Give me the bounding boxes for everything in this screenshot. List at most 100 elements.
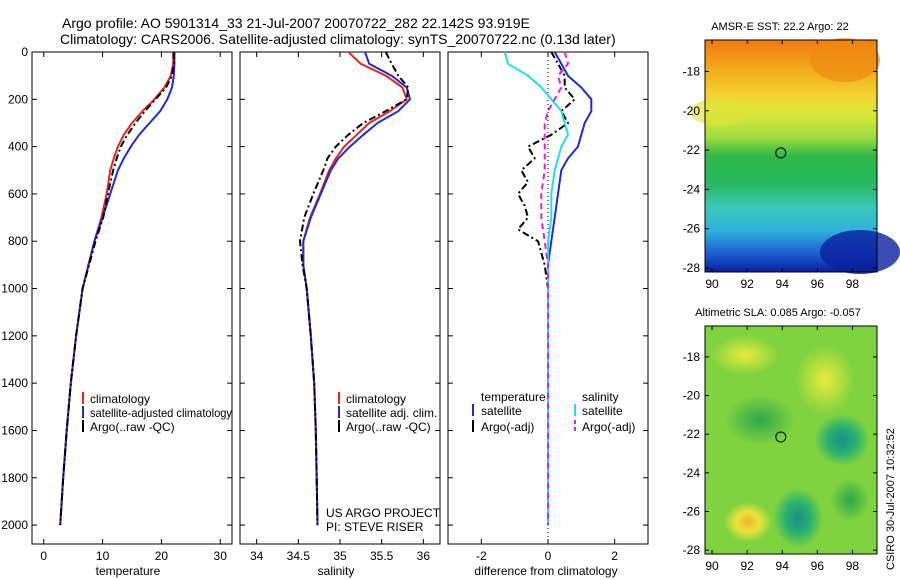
legend-header-salinity: salinity	[582, 390, 619, 404]
sla-low-patch	[814, 414, 870, 466]
map-y-tick-label: -26	[683, 504, 701, 518]
side-timestamp-label: CSIRO 30-Jul-2007 10:32:52	[885, 428, 897, 570]
x-tick-label: 35	[333, 549, 347, 563]
map-y-tick-label: -24	[683, 182, 701, 196]
sla-low-patch	[773, 488, 823, 548]
map-x-tick-label: 96	[811, 277, 825, 291]
sla-warm-patch	[724, 502, 772, 542]
map-y-tick-label: -18	[683, 350, 701, 364]
sst-map-axes: 90 92 94 96 98 -18 -20 -22 -24 -26 -28	[683, 40, 877, 291]
y-tick-label: 400	[8, 140, 28, 154]
series-line-satellite-adjusted-climatology	[59, 52, 176, 526]
sla-map	[704, 325, 878, 555]
legend-label-argo: Argo(..raw -QC)	[90, 420, 175, 434]
y-tick-label: 200	[8, 92, 28, 106]
map-x-tick-label: 92	[740, 277, 754, 291]
x-tick-label: -2	[476, 549, 487, 563]
map-y-tick-label: -28	[683, 261, 701, 275]
sla-high-patch	[795, 345, 855, 415]
series-line-argo-raw-qc-	[299, 51, 410, 526]
series-line-temperature-argo-adj-	[517, 51, 576, 526]
legend-label-sal-argo: Argo(-adj)	[582, 420, 635, 434]
difference-xlabel: difference from climatology	[474, 564, 617, 578]
x-tick-label: 34	[250, 549, 264, 563]
map-y-tick-label: -22	[683, 143, 701, 157]
y-tick-label: 1400	[1, 376, 28, 390]
argo-float-marker	[775, 431, 787, 443]
series-line-salinity-argo-adj-	[540, 51, 569, 526]
map-y-tick-label: -22	[683, 427, 701, 441]
x-tick-label: 36	[417, 549, 431, 563]
map-y-tick-label: -26	[683, 222, 701, 236]
argo-float-marker	[775, 147, 787, 159]
y-tick-label: 2000	[1, 518, 28, 532]
legend-label-argo: Argo(..raw -QC)	[346, 420, 431, 434]
sla-low-patch	[830, 478, 870, 522]
y-tick-label: 1200	[1, 329, 28, 343]
y-tick-label: 1600	[1, 423, 28, 437]
map-x-tick-label: 98	[846, 559, 860, 573]
salinity-xlabel: salinity	[318, 564, 355, 578]
sla-low-patch	[725, 395, 795, 445]
sla-map-axes: 90 92 94 96 98 -18 -20 -22 -24 -26 -28	[683, 326, 877, 573]
map-y-tick-label: -28	[683, 543, 701, 557]
sst-warm-patch	[810, 38, 880, 82]
sst-map	[690, 38, 900, 274]
map-y-tick-label: -20	[683, 104, 701, 118]
map-x-tick-label: 98	[846, 277, 860, 291]
map-x-tick-label: 94	[776, 559, 790, 573]
figure-title-line-2: Climatology: CARS2006. Satellite-adjuste…	[60, 31, 616, 47]
x-tick-label: 30	[214, 549, 228, 563]
legend-label-temp-satellite: satellite	[481, 404, 522, 418]
legend-label-temp-argo: Argo(-adj)	[481, 420, 534, 434]
y-tick-label: 0	[21, 45, 28, 59]
series-line-climatology	[59, 52, 175, 526]
x-tick-label: 2	[611, 549, 618, 563]
figure-title-line-1: Argo profile: AO 5901314_33 21-Jul-2007 …	[62, 15, 530, 31]
y-tick-label: 600	[8, 187, 28, 201]
legend-label-sal-satellite: satellite	[582, 404, 623, 418]
map-x-tick-label: 96	[811, 559, 825, 573]
sst-map-frame	[704, 39, 878, 273]
x-tick-label: 35.5	[370, 549, 394, 563]
project-annotation-line-2: PI: STEVE RISER	[326, 520, 424, 534]
x-tick-label: 0	[40, 549, 47, 563]
temperature-plot: 0 10 20 30 0 200 400 600 800 1000 1200 1400 1600 1800…	[1, 45, 232, 563]
map-x-tick-label: 92	[740, 559, 754, 573]
sla-high-patch	[710, 335, 780, 375]
series-line-salinity-satellite	[503, 51, 569, 526]
sst-cold-patch	[820, 230, 900, 274]
salinity-plot: 34 34.5 35 35.5 36	[240, 51, 440, 563]
legend-label-climatology: climatology	[346, 392, 406, 406]
temperature-xlabel: temperature	[96, 564, 161, 578]
x-tick-label: 34.5	[287, 549, 311, 563]
project-annotation-line-1: US ARGO PROJECT	[326, 506, 441, 520]
legend-label-climatology: climatology	[90, 392, 150, 406]
temperature-legend: climatology satellite-adjusted climatolo…	[82, 392, 232, 434]
legend-label-satellite: satellite adj. clim.	[346, 406, 437, 420]
map-x-tick-label: 90	[705, 559, 719, 573]
salinity-panel-frame	[239, 51, 441, 545]
difference-legend: temperature salinity satellite Argo(-adj…	[472, 390, 635, 434]
sst-map-title: AMSR-E SST: 22.2 Argo: 22	[711, 21, 849, 33]
series-line-satellite-adj-clim-	[302, 51, 411, 526]
y-tick-label: 800	[8, 234, 28, 248]
salinity-legend: climatology satellite adj. clim. Argo(..…	[326, 392, 441, 534]
map-y-tick-label: -18	[683, 64, 701, 78]
x-tick-label: 10	[96, 549, 110, 563]
sla-map-frame	[704, 325, 878, 555]
sla-map-title: Altimetric SLA: 0.085 Argo: -0.057	[695, 307, 861, 319]
x-tick-label: 0	[545, 549, 552, 563]
map-x-tick-label: 90	[705, 277, 719, 291]
series-line-temperature-satellite	[547, 51, 593, 526]
y-tick-label: 1000	[1, 282, 28, 296]
series-line-argo-raw-qc-	[59, 52, 175, 526]
map-x-tick-label: 94	[776, 277, 790, 291]
temperature-panel-frame	[31, 51, 233, 545]
legend-label-satellite: satellite-adjusted climatology	[90, 406, 232, 420]
series-line-climatology	[302, 51, 408, 526]
difference-plot: -2 0 2	[448, 51, 648, 563]
map-y-tick-label: -20	[683, 389, 701, 403]
